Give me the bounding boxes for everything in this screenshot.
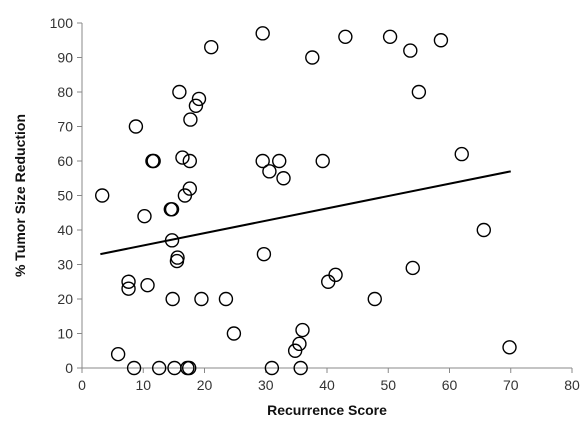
data-point	[433, 33, 449, 48]
data-point	[175, 150, 190, 165]
y-tick-label: 10	[57, 326, 73, 342]
data-point	[183, 112, 198, 127]
y-tick-label: 30	[57, 257, 73, 273]
data-point	[403, 43, 418, 58]
data-point	[164, 202, 180, 217]
data-point	[181, 360, 197, 376]
data-point	[328, 267, 343, 283]
y-tick-label: 90	[57, 50, 73, 66]
y-tick-label: 40	[57, 222, 73, 238]
data-point	[293, 360, 308, 376]
data-point	[315, 153, 330, 169]
y-tick-label: 100	[50, 15, 74, 31]
data-point	[338, 29, 353, 44]
y-tick-label: 80	[57, 84, 73, 100]
data-point	[204, 39, 219, 55]
x-tick-label: 40	[319, 377, 335, 393]
y-tick-label: 20	[57, 291, 73, 307]
data-point	[264, 360, 280, 376]
x-tick-label: 60	[442, 377, 458, 393]
data-point	[172, 84, 187, 100]
data-point	[182, 153, 198, 169]
data-point	[287, 343, 303, 358]
data-point	[110, 347, 126, 362]
data-point	[140, 278, 155, 293]
data-point	[137, 208, 152, 224]
data-point	[476, 222, 491, 238]
data-point	[226, 326, 242, 341]
data-point	[145, 153, 160, 169]
data-point	[321, 274, 336, 289]
y-tick-label: 70	[57, 119, 73, 135]
data-point	[163, 202, 179, 217]
x-tick-label: 10	[135, 377, 151, 393]
data-point	[255, 26, 270, 41]
data-point	[305, 50, 320, 65]
x-tick-label: 30	[258, 377, 274, 393]
y-tick-label: 50	[57, 188, 73, 204]
data-point	[218, 291, 234, 307]
data-point	[128, 119, 144, 134]
data-point	[165, 291, 180, 307]
data-point	[411, 84, 427, 100]
data-points	[95, 26, 517, 376]
data-point	[182, 181, 198, 196]
x-axis-title: Recurrence Score	[267, 402, 387, 418]
data-point	[454, 146, 469, 162]
data-point	[292, 336, 307, 352]
trendline	[100, 170, 511, 256]
x-axis-ticks: 0 10 20 30 40 50 60 70 80	[78, 368, 580, 393]
data-point	[405, 260, 420, 276]
x-tick-label: 70	[503, 377, 519, 393]
data-point	[151, 360, 167, 376]
x-tick-label: 20	[197, 377, 213, 393]
y-axis-ticks: 0 10 20 30 40 50 60 70 80 90 100	[50, 15, 82, 376]
data-point	[272, 153, 287, 169]
data-point	[276, 171, 291, 186]
x-tick-label: 80	[564, 377, 580, 393]
axes	[81, 23, 572, 369]
y-tick-label: 60	[57, 153, 73, 169]
data-point	[367, 291, 382, 307]
x-tick-label: 50	[380, 377, 396, 393]
y-tick-label: 0	[65, 360, 73, 376]
data-point	[121, 274, 136, 289]
data-point	[126, 360, 142, 376]
x-tick-label: 0	[78, 377, 86, 393]
data-point	[191, 91, 207, 107]
data-point	[170, 250, 185, 265]
data-point	[255, 153, 270, 169]
y-axis-title: % Tumor Size Reduction	[12, 114, 28, 277]
data-point	[121, 281, 136, 296]
data-point	[194, 291, 209, 307]
data-point	[382, 29, 398, 44]
data-point	[502, 340, 517, 355]
data-point	[295, 322, 310, 338]
data-point	[262, 164, 277, 179]
data-point	[146, 153, 161, 169]
data-point	[188, 98, 204, 114]
data-point	[256, 246, 272, 262]
data-point	[95, 188, 110, 203]
